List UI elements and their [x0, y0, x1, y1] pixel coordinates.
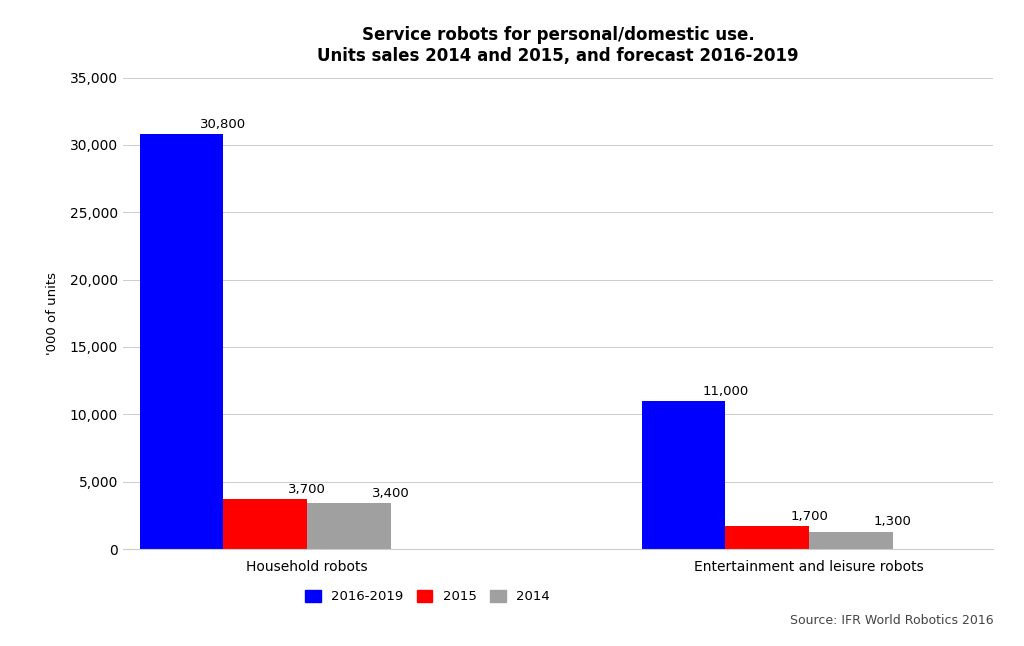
Text: 3,400: 3,400: [372, 487, 410, 500]
Title: Service robots for personal/domestic use.
Units sales 2014 and 2015, and forecas: Service robots for personal/domestic use…: [317, 26, 799, 65]
Text: 3,700: 3,700: [288, 483, 326, 496]
Text: Source: IFR World Robotics 2016: Source: IFR World Robotics 2016: [790, 614, 993, 627]
Bar: [642, 401, 725, 549]
Text: 1,700: 1,700: [791, 510, 828, 523]
Bar: [223, 499, 307, 549]
Bar: [307, 503, 391, 549]
Y-axis label: '000 of units: '000 of units: [46, 272, 58, 355]
Bar: [139, 134, 223, 549]
Legend: 2016-2019, 2015, 2014: 2016-2019, 2015, 2014: [300, 585, 555, 609]
Bar: [725, 526, 809, 549]
Text: 11,000: 11,000: [702, 384, 749, 397]
Text: 30,800: 30,800: [201, 118, 247, 130]
Bar: [809, 532, 893, 549]
Text: 1,300: 1,300: [873, 516, 911, 528]
